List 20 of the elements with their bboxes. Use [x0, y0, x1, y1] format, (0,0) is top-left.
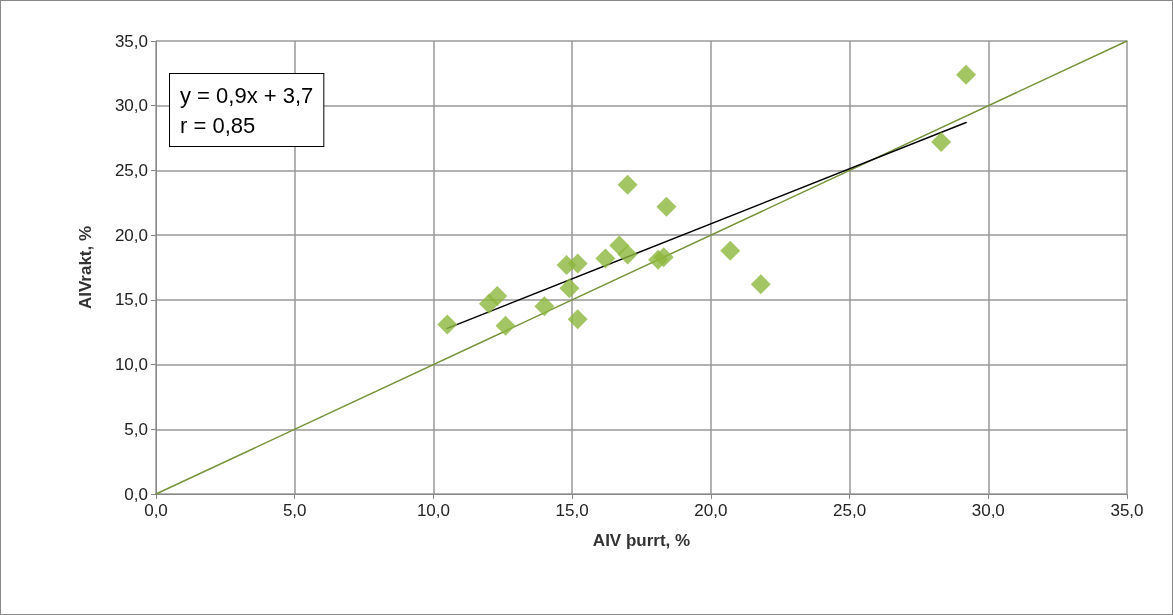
- y-tick-label: 25,0: [114, 160, 148, 180]
- y-tick-label: 30,0: [114, 96, 148, 116]
- y-tick-label: 15,0: [114, 290, 148, 310]
- y-tick-label: 20,0: [114, 225, 148, 245]
- x-tick-label: 10,0: [416, 501, 450, 520]
- annotation: y = 0,9x + 3,7: [180, 82, 314, 108]
- x-tick-label: 5,0: [282, 501, 307, 520]
- x-tick-label: 25,0: [833, 501, 867, 520]
- y-tick-label: 5,0: [124, 419, 148, 439]
- y-tick-label: 0,0: [124, 484, 148, 504]
- x-tick-label: 30,0: [971, 501, 1005, 520]
- x-tick-label: 20,0: [694, 501, 728, 520]
- y-tick-label: 35,0: [114, 31, 148, 51]
- annotation: r = 0,85: [180, 112, 256, 138]
- y-axis-title: AIVrakt, %: [76, 225, 95, 310]
- y-tick-label: 10,0: [114, 355, 148, 375]
- x-axis-title: AIV þurrt, %: [592, 531, 691, 550]
- x-tick-label: 0,0: [144, 501, 168, 520]
- x-tick-label: 15,0: [555, 501, 589, 520]
- x-tick-label: 35,0: [1110, 501, 1144, 520]
